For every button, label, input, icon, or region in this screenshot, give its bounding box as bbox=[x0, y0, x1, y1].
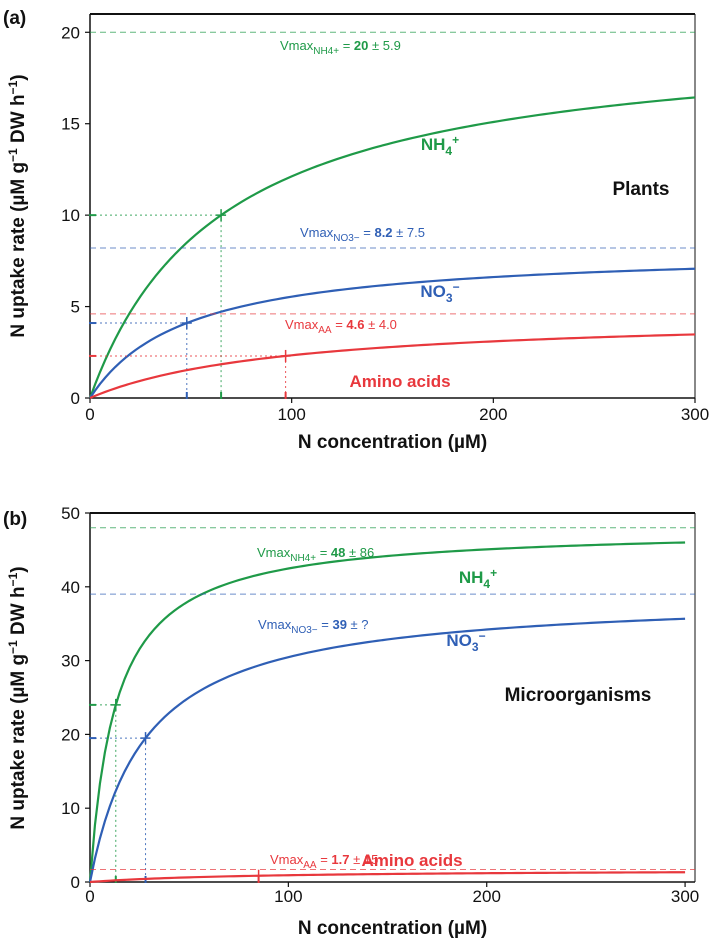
x-tick-label: 200 bbox=[479, 405, 507, 424]
panel-label: (a) bbox=[3, 8, 26, 29]
series-line-aa bbox=[89, 333, 696, 400]
x-tick-label: 300 bbox=[671, 887, 699, 906]
x-tick-label: 100 bbox=[274, 887, 302, 906]
vmax-annotation-no3: VmaxNO3− = 8.2 ± 7.5 bbox=[300, 225, 425, 244]
y-tick-label: 50 bbox=[61, 504, 80, 523]
y-tick-label: 40 bbox=[61, 578, 80, 597]
vmax-annotation-aa: VmaxAA = 4.6 ± 4.0 bbox=[285, 317, 397, 336]
y-tick-label: 20 bbox=[61, 725, 80, 744]
series-label-aa: Amino acids bbox=[349, 372, 450, 391]
y-axis-label: N uptake rate (µM g−1 DW h−1) bbox=[6, 566, 29, 829]
series-label-nh4: NH4+ bbox=[421, 133, 459, 158]
group-label: Microorganisms bbox=[505, 685, 652, 706]
y-tick-label: 0 bbox=[71, 389, 80, 408]
series-label-no3: NO3− bbox=[420, 280, 459, 305]
vmax-annotation-no3: VmaxNO3− = 39 ± ? bbox=[258, 617, 369, 636]
x-tick-label: 0 bbox=[85, 887, 94, 906]
panel-label: (b) bbox=[3, 509, 27, 530]
series-label-no3: NO3− bbox=[446, 629, 485, 654]
y-tick-label: 0 bbox=[71, 873, 80, 892]
y-tick-label: 15 bbox=[61, 115, 80, 134]
series-line-aa bbox=[89, 871, 686, 884]
x-tick-label: 200 bbox=[473, 887, 501, 906]
vmax-annotation-aa: VmaxAA = 1.7 ± 15 bbox=[270, 852, 378, 871]
y-tick-label: 30 bbox=[61, 652, 80, 671]
x-axis-label: N concentration (µM) bbox=[298, 432, 487, 453]
y-axis-label: N uptake rate (µM g−1 DW h−1) bbox=[6, 74, 29, 337]
y-tick-label: 10 bbox=[61, 206, 80, 225]
x-tick-label: 300 bbox=[681, 405, 709, 424]
vmax-annotation-nh4: VmaxNH4+ = 20 ± 5.9 bbox=[280, 38, 401, 57]
x-tick-label: 100 bbox=[277, 405, 305, 424]
series-label-nh4: NH4+ bbox=[459, 566, 497, 591]
vmax-annotation-nh4: VmaxNH4+ = 48 ± 86 bbox=[257, 545, 374, 564]
x-axis-label: N concentration (µM) bbox=[298, 918, 487, 939]
y-tick-label: 20 bbox=[61, 23, 80, 42]
x-tick-label: 0 bbox=[85, 405, 94, 424]
y-tick-label: 10 bbox=[61, 799, 80, 818]
panel-b: 0 10 20 30 40 50 0 100 200 300 N concentration (µM… bbox=[3, 504, 699, 939]
series-label-aa: Amino acids bbox=[361, 851, 462, 870]
series-line-nh4 bbox=[88, 96, 696, 399]
series-line-no3 bbox=[89, 267, 696, 399]
group-label: Plants bbox=[612, 179, 669, 200]
series-line-nh4 bbox=[88, 541, 686, 883]
y-tick-label: 5 bbox=[71, 298, 80, 317]
series-line-no3 bbox=[88, 617, 686, 883]
